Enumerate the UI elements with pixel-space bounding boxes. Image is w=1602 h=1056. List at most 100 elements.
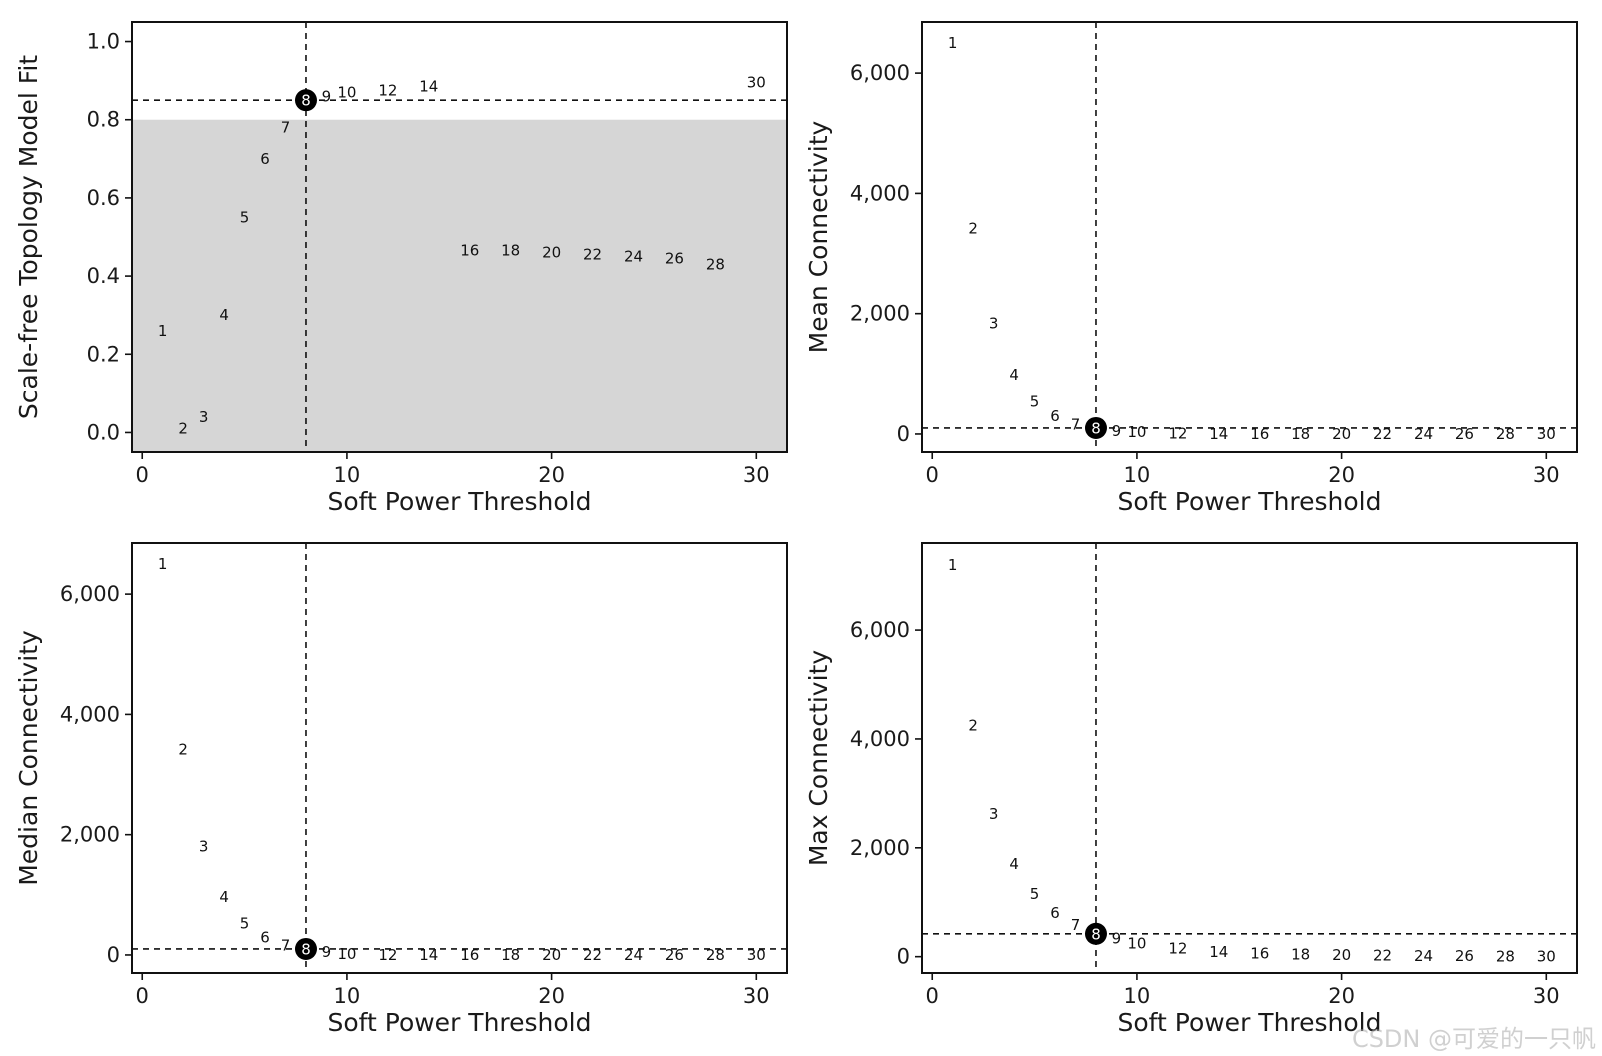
- x-tick-label: 30: [743, 463, 770, 487]
- y-tick-label: 0: [107, 943, 120, 967]
- x-tick-label: 10: [1124, 463, 1151, 487]
- y-tick-label: 0: [897, 945, 910, 969]
- plot-frame: [921, 542, 1578, 974]
- point-label: 2: [178, 420, 188, 438]
- plot-frame: [131, 542, 788, 974]
- point-label: 24: [624, 248, 643, 266]
- point-label: 1: [948, 34, 958, 52]
- x-axis-label: Soft Power Threshold: [327, 1008, 591, 1037]
- x-tick-label: 20: [538, 984, 565, 1008]
- selected-power-marker: [1084, 922, 1107, 945]
- y-tick-label: 6,000: [60, 582, 120, 606]
- point-label: 12: [1168, 424, 1187, 442]
- point-label: 1: [158, 555, 168, 573]
- point-label: 3: [989, 314, 999, 332]
- point-label: 20: [1332, 946, 1351, 964]
- x-axis-label: Soft Power Threshold: [1117, 487, 1381, 516]
- point-label: 6: [1050, 407, 1060, 425]
- point-label: 18: [501, 946, 520, 964]
- point-label: 2: [968, 716, 978, 734]
- point-label: 22: [583, 946, 602, 964]
- point-label: 22: [1373, 425, 1392, 443]
- point-label: 2: [178, 740, 188, 758]
- y-tick-label: 0.2: [87, 342, 120, 366]
- x-tick-label: 0: [926, 463, 939, 487]
- point-label: 16: [460, 242, 479, 260]
- y-tick-label: 6,000: [850, 618, 910, 642]
- point-label: 2: [968, 219, 978, 237]
- point-label: 5: [1030, 885, 1040, 903]
- point-label: 4: [219, 888, 229, 906]
- point-label: 16: [460, 946, 479, 964]
- point-label: 4: [219, 306, 229, 324]
- chart-panel-4: 0 10 20 30 0 2,000 4,000 6,000 Soft Power Thresh…: [804, 542, 1578, 1037]
- x-tick-label: 0: [926, 984, 939, 1008]
- point-label: 14: [1209, 425, 1228, 443]
- point-label: 26: [1455, 947, 1474, 965]
- point-label: 14: [419, 78, 438, 96]
- x-tick-label: 10: [334, 984, 361, 1008]
- x-tick-label: 20: [538, 463, 565, 487]
- y-axis-label: Median Connectivity: [14, 630, 43, 886]
- point-label: 28: [1496, 425, 1515, 443]
- y-axis-label: Mean Connectivity: [804, 120, 833, 353]
- y-tick-label: 0.0: [87, 420, 120, 444]
- point-label: 26: [665, 946, 684, 964]
- x-tick-label: 10: [334, 463, 361, 487]
- selected-power-label: 8: [301, 940, 311, 958]
- point-label: 30: [1537, 425, 1556, 443]
- selected-power-marker: [294, 89, 317, 112]
- plot-frame: [131, 21, 788, 453]
- y-tick-label: 2,000: [850, 302, 910, 326]
- selected-power-label: 8: [1091, 925, 1101, 943]
- point-label: 20: [542, 946, 561, 964]
- x-tick-label: 0: [136, 984, 149, 1008]
- shaded-region: [132, 119, 787, 453]
- point-label: 18: [1291, 425, 1310, 443]
- x-tick-label: 30: [1533, 984, 1560, 1008]
- point-label: 14: [1209, 943, 1228, 961]
- point-label: 6: [260, 150, 270, 168]
- point-label: 9: [1112, 422, 1122, 440]
- x-tick-label: 10: [1124, 984, 1151, 1008]
- point-label: 10: [1127, 935, 1146, 953]
- point-label: 3: [989, 805, 999, 823]
- x-axis-label: Soft Power Threshold: [1117, 1008, 1381, 1037]
- point-label: 22: [1373, 947, 1392, 965]
- point-label: 1: [948, 556, 958, 574]
- point-label: 12: [378, 81, 397, 99]
- y-tick-label: 6,000: [850, 61, 910, 85]
- x-tick-label: 20: [1328, 984, 1355, 1008]
- selected-power-label: 8: [301, 92, 311, 110]
- point-label: 20: [542, 244, 561, 262]
- point-label: 30: [1537, 947, 1556, 965]
- point-label: 20: [1332, 425, 1351, 443]
- point-label: 24: [1414, 947, 1433, 965]
- point-label: 28: [706, 946, 725, 964]
- point-label: 18: [1291, 945, 1310, 963]
- point-label: 26: [1455, 425, 1474, 443]
- point-label: 4: [1009, 855, 1019, 873]
- y-tick-label: 4,000: [850, 727, 910, 751]
- point-label: 26: [665, 250, 684, 268]
- point-label: 16: [1250, 425, 1269, 443]
- watermark-text: CSDN @可爱的一只帆: [1351, 1025, 1596, 1053]
- y-tick-label: 0.4: [87, 264, 120, 288]
- point-label: 3: [199, 838, 209, 856]
- y-tick-label: 0.6: [87, 186, 120, 210]
- point-label: 30: [747, 946, 766, 964]
- selected-power-label: 8: [1091, 419, 1101, 437]
- chart-panel-2: 0 10 20 30 0 2,000 4,000 6,000 Soft Power Thresh…: [804, 21, 1578, 516]
- x-tick-label: 0: [136, 463, 149, 487]
- y-tick-label: 4,000: [60, 702, 120, 726]
- point-label: 9: [322, 943, 332, 961]
- point-label: 9: [1112, 930, 1122, 948]
- point-label: 10: [337, 945, 356, 963]
- x-tick-label: 30: [1533, 463, 1560, 487]
- point-label: 5: [240, 208, 250, 226]
- y-tick-label: 0.8: [87, 108, 120, 132]
- point-label: 6: [260, 929, 270, 947]
- y-axis-label: Max Connectivity: [804, 650, 833, 866]
- point-label: 7: [1071, 916, 1081, 934]
